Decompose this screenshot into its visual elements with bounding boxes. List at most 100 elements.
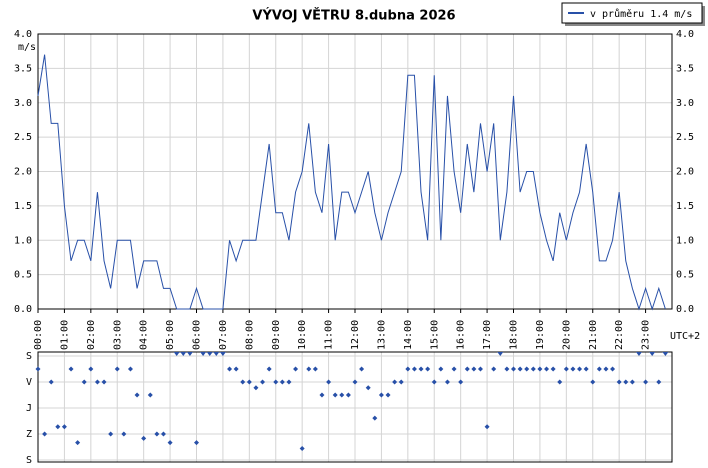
direction-point	[246, 379, 252, 385]
x-tick-label: 20:00	[561, 320, 572, 350]
y-tick-label: 2.5	[14, 132, 32, 143]
y-tick-label: 0.5	[14, 270, 32, 281]
direction-point	[108, 431, 114, 437]
direction-point	[260, 379, 266, 385]
direction-point	[603, 366, 609, 372]
x-tick-label: 15:00	[429, 320, 440, 350]
direction-point	[583, 366, 589, 372]
x-tick-label: 10:00	[297, 320, 308, 350]
direction-point	[418, 366, 424, 372]
direction-point	[425, 366, 431, 372]
direction-point	[629, 379, 635, 385]
x-tick-label: 09:00	[271, 320, 282, 350]
x-tick-label: 14:00	[403, 320, 414, 350]
y-tick-label: V	[26, 377, 32, 388]
y-tick-label-right: 1.0	[676, 235, 694, 246]
direction-point	[227, 366, 233, 372]
direction-point	[563, 366, 569, 372]
calm-marker	[635, 352, 642, 356]
x-tick-label: 02:00	[86, 320, 97, 350]
calm-marker	[497, 352, 504, 356]
calm-marker	[649, 352, 656, 356]
direction-point	[114, 366, 120, 372]
direction-point	[656, 379, 662, 385]
direction-point	[293, 366, 299, 372]
direction-point	[194, 440, 199, 446]
direction-point	[431, 379, 437, 385]
x-tick-label: 01:00	[59, 320, 70, 350]
x-tick-label: 18:00	[509, 320, 520, 350]
direction-point	[557, 379, 563, 385]
calm-marker	[186, 352, 193, 356]
plot-frame	[37, 351, 673, 463]
x-tick-label: 07:00	[218, 320, 229, 350]
x-tick-label: 19:00	[535, 320, 546, 350]
direction-point	[42, 431, 48, 437]
y-tick-label: J	[26, 403, 32, 414]
direction-point	[616, 379, 622, 385]
calm-marker	[219, 352, 226, 356]
x-tick-label: 13:00	[376, 320, 387, 350]
direction-point	[332, 392, 338, 398]
x-tick-label: 08:00	[244, 320, 255, 350]
direction-point	[643, 379, 649, 385]
direction-point	[359, 366, 365, 372]
y-tick-label-right: 2.0	[676, 167, 694, 178]
x-tick-label: 22:00	[614, 320, 625, 350]
direction-point	[623, 379, 629, 385]
direction-point	[530, 366, 536, 372]
direction-point	[524, 366, 530, 372]
direction-point	[405, 366, 411, 372]
direction-point	[94, 379, 100, 385]
direction-point	[544, 366, 550, 372]
y-tick-label: 0.0	[14, 304, 32, 315]
direction-point	[477, 366, 483, 372]
direction-point	[372, 415, 378, 421]
direction-point	[352, 379, 358, 385]
direction-point	[167, 440, 173, 446]
direction-point	[484, 424, 490, 430]
direction-point	[88, 366, 94, 372]
direction-point	[319, 392, 325, 398]
direction-point	[55, 424, 61, 430]
direction-point	[253, 385, 259, 391]
x-tick-label: 00:00	[33, 320, 44, 350]
direction-point	[504, 366, 510, 372]
direction-point	[279, 379, 285, 385]
direction-point	[75, 440, 81, 446]
x-tick-label: 04:00	[139, 320, 150, 350]
legend-label: v průměru 1.4 m/s	[590, 8, 692, 20]
direction-point	[438, 366, 444, 372]
calm-marker	[180, 352, 187, 356]
direction-point	[577, 366, 583, 372]
direction-point	[147, 392, 153, 398]
direction-point	[35, 366, 41, 372]
x-tick-label: 23:00	[641, 320, 652, 350]
direction-point	[127, 366, 133, 372]
direction-point	[299, 445, 305, 451]
direction-point	[266, 366, 272, 372]
direction-point	[451, 366, 457, 372]
direction-point	[286, 379, 292, 385]
direction-point	[537, 366, 543, 372]
direction-point	[458, 379, 464, 385]
direction-point	[471, 366, 477, 372]
direction-point	[398, 379, 404, 385]
direction-point	[365, 385, 371, 391]
direction-point	[121, 431, 127, 437]
y-tick-label-right: 3.5	[676, 63, 694, 74]
direction-point	[101, 379, 107, 385]
y-tick-label: 1.0	[14, 235, 32, 246]
direction-point	[378, 392, 384, 398]
y-tick-label-right: 2.5	[676, 132, 694, 143]
direction-point	[385, 392, 391, 398]
calm-marker	[200, 352, 207, 356]
x-tick-label: 12:00	[350, 320, 361, 350]
direction-point	[233, 366, 239, 372]
y-tick-label: 1.5	[14, 201, 32, 212]
direction-point	[134, 392, 140, 398]
direction-point	[596, 366, 602, 372]
direction-point	[610, 366, 616, 372]
